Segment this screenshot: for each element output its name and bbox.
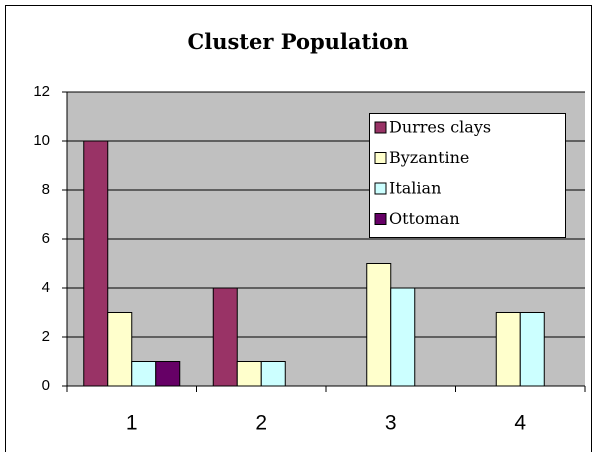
legend-swatch bbox=[374, 213, 387, 225]
bar bbox=[390, 287, 416, 387]
x-tick-label: 3 bbox=[385, 412, 397, 435]
x-tick-label: 2 bbox=[255, 412, 267, 435]
legend-swatch bbox=[374, 182, 387, 195]
y-tick-label: 8 bbox=[42, 181, 50, 198]
chart-title: Cluster Population bbox=[188, 29, 409, 54]
bar bbox=[236, 361, 262, 387]
legend-swatch bbox=[374, 152, 387, 164]
y-tick-label: 0 bbox=[42, 377, 50, 394]
legend-swatch bbox=[374, 121, 387, 134]
x-tick-label: 1 bbox=[126, 412, 138, 435]
bar bbox=[83, 140, 109, 387]
legend-label: Italian bbox=[389, 179, 441, 198]
y-tick-label: 10 bbox=[33, 132, 50, 149]
bar bbox=[495, 312, 521, 387]
bar bbox=[155, 361, 181, 387]
y-tick-label: 12 bbox=[33, 83, 50, 100]
y-tick-label: 6 bbox=[42, 230, 50, 247]
bar bbox=[519, 312, 545, 387]
bar bbox=[107, 312, 133, 387]
bar bbox=[260, 361, 286, 387]
y-tick-label: 4 bbox=[42, 279, 50, 296]
legend-label: Ottoman bbox=[389, 209, 460, 228]
bar bbox=[131, 361, 157, 387]
bar bbox=[366, 263, 392, 387]
legend-label: Durres clays bbox=[389, 118, 491, 137]
x-tick-label: 4 bbox=[514, 412, 526, 435]
bar bbox=[212, 287, 238, 387]
legend-label: Byzantine bbox=[389, 148, 469, 167]
legend-box bbox=[369, 113, 566, 238]
y-tick-label: 2 bbox=[42, 328, 50, 345]
